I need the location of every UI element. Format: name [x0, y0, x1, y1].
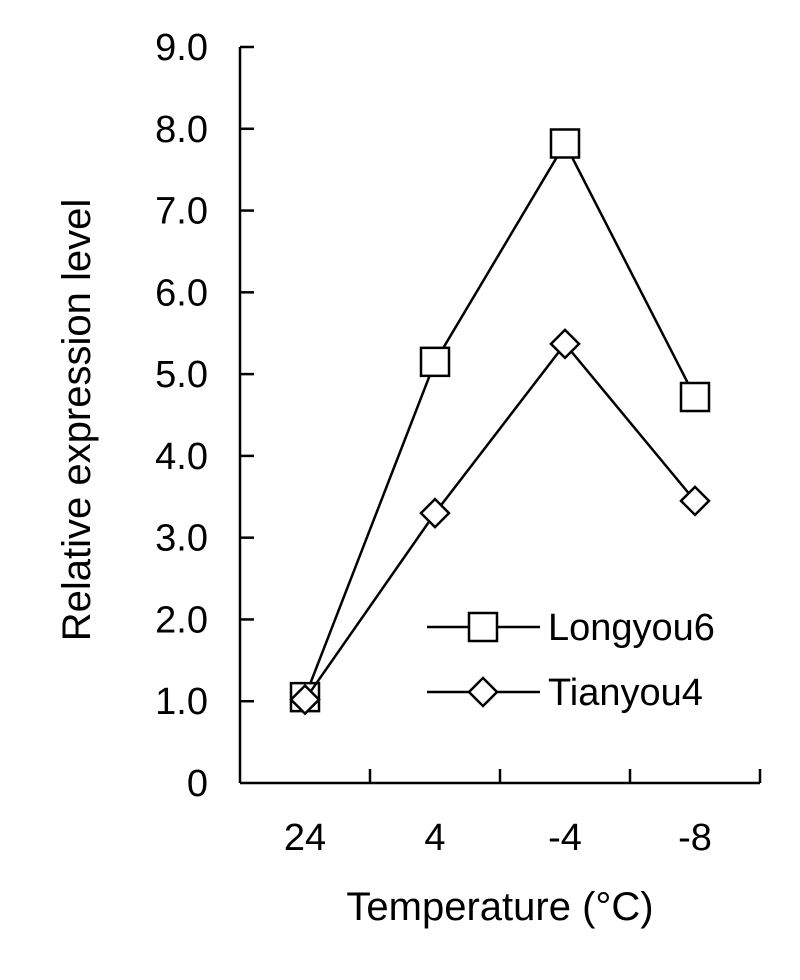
data-point: [549, 128, 581, 159]
series-longyou6: [289, 128, 711, 713]
series-tianyou4: [289, 328, 711, 716]
y-tick-label: 5.0: [155, 354, 208, 396]
y-tick-label: 6.0: [155, 272, 208, 314]
x-ticks: 24 4 -4 -8: [284, 769, 762, 859]
legend-item-tianyou4: Tianyou4: [427, 672, 703, 714]
y-tick-label: 1.0: [155, 681, 208, 723]
x-axis-title: Temperature (°C): [346, 885, 653, 929]
y-tick-label: 9.0: [155, 27, 208, 69]
series-line: [303, 341, 696, 701]
axes: 0 1.0 2.0 3.0 4.0 5.0 6.0 7.0 8.0 9.0 24 4 -4 -8: [155, 27, 762, 859]
data-point: [289, 683, 321, 716]
y-axis-title: Relative expression level: [55, 199, 99, 641]
y-tick-label: 0: [187, 763, 208, 805]
legend-marker: [467, 676, 499, 708]
legend-item-longyou6: Longyou6: [427, 607, 715, 649]
x-tick-label: 24: [284, 817, 326, 859]
x-tick-label: -8: [678, 817, 712, 859]
y-tick-label: 4.0: [155, 436, 208, 478]
data-point: [679, 381, 711, 413]
data-point: [679, 485, 711, 517]
legend-marker: [467, 611, 499, 643]
y-tick-label: 8.0: [155, 109, 208, 151]
y-tick-label: 7.0: [155, 191, 208, 233]
data-point: [419, 346, 451, 378]
x-tick-label: 4: [424, 817, 445, 859]
y-tick-label: 2.0: [155, 599, 208, 641]
y-tick-label: 3.0: [155, 518, 208, 560]
series-layer: [289, 128, 711, 716]
x-tick-label: -4: [548, 817, 582, 859]
legend-label: Tianyou4: [548, 672, 703, 714]
data-point: [549, 328, 581, 360]
data-point: [419, 497, 451, 529]
legend-label: Longyou6: [548, 607, 715, 649]
series-line: [303, 140, 697, 698]
y-ticks: 0 1.0 2.0 3.0 4.0 5.0 6.0 7.0 8.0 9.0: [155, 27, 254, 805]
legend: Longyou6 Tianyou4: [427, 607, 715, 714]
